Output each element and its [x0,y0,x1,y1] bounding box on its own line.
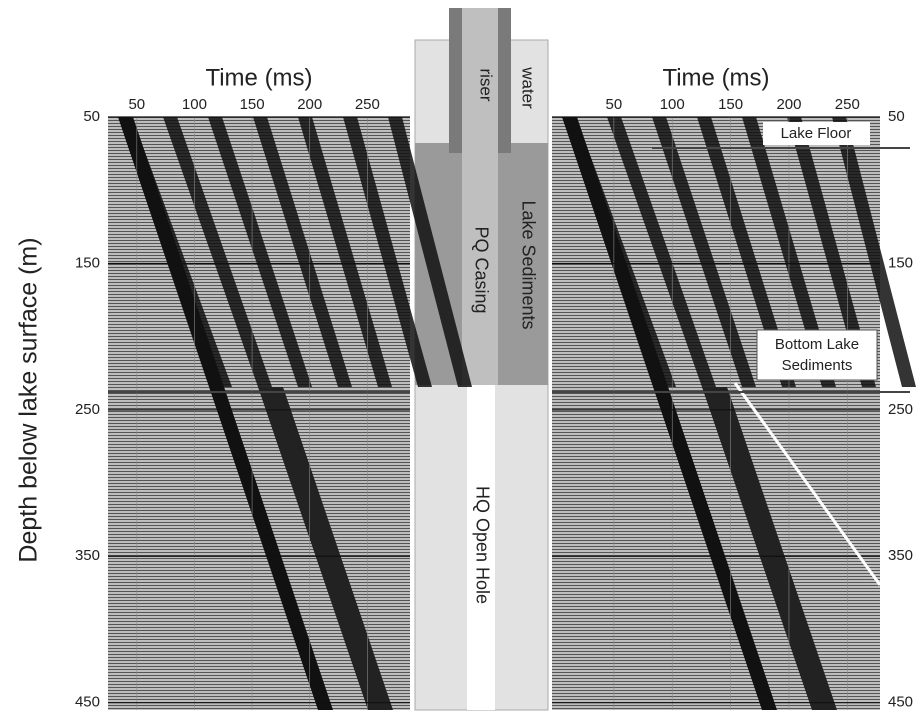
x-tick-label: 100 [182,96,207,113]
casing-right [498,143,548,385]
reflection-line [733,382,882,586]
wavefront [787,117,876,387]
y-tick-label: 150 [888,254,913,271]
x-tick-label: 50 [606,96,623,113]
x-tick-label: 250 [835,96,860,113]
x-tick-label: 100 [660,96,685,113]
wavefront [697,117,796,387]
y-tick-label: 250 [75,401,100,418]
y-axis-label: Depth below lake surface (m) [15,237,43,562]
seismic-panel [552,116,916,710]
x-tick-label: 150 [240,96,265,113]
direct-arrival [258,387,393,710]
y-tick-label: 350 [888,547,913,564]
y-tick-label: 150 [75,254,100,271]
x-axis-label: Time (ms) [662,64,769,91]
x-tick-label: 250 [355,96,380,113]
pq-casing [462,8,498,385]
borehole-diagram: PQ Casing HQ Open Hole Lake Sediments ri… [414,8,549,711]
open-hole [467,385,495,710]
wavefront [652,117,756,387]
x-tick-label: 150 [718,96,743,113]
riser-pipe [449,8,462,153]
y-tick-label: 50 [83,108,100,125]
seismic-panel [108,116,472,710]
wavefront [832,117,916,387]
x-tick-label: 200 [776,96,801,113]
x-axis-label: Time (ms) [205,64,312,91]
open-hole-label: HQ Open Hole [472,486,492,604]
y-tick-label: 350 [75,547,100,564]
direct-arrival [702,387,837,710]
casing-label: PQ Casing [471,226,491,313]
direct-arrival [118,117,333,710]
riser-label: riser [477,68,496,101]
sediments-label: Lake Sediments [518,200,538,329]
y-tick-label: 450 [75,694,100,711]
wavefront [253,117,352,387]
water-label: water [519,66,538,109]
annotation-box [756,329,878,381]
annotation: Lake Floor [781,125,852,142]
direct-arrival [562,117,777,710]
wavefront [343,117,432,387]
wavefront [208,117,312,387]
x-tick-label: 200 [297,96,322,113]
annotation: Bottom Lake Sediments [775,336,859,374]
x-tick-label: 50 [128,96,145,113]
annotation-box [763,122,870,145]
y-tick-label: 50 [888,108,905,125]
wavefront [388,117,472,387]
wavefront [607,117,716,387]
wavefront [163,117,272,387]
y-tick-label: 250 [888,401,913,418]
wavefront [298,117,392,387]
y-tick-label: 450 [888,694,913,711]
water-pipe [498,8,511,153]
